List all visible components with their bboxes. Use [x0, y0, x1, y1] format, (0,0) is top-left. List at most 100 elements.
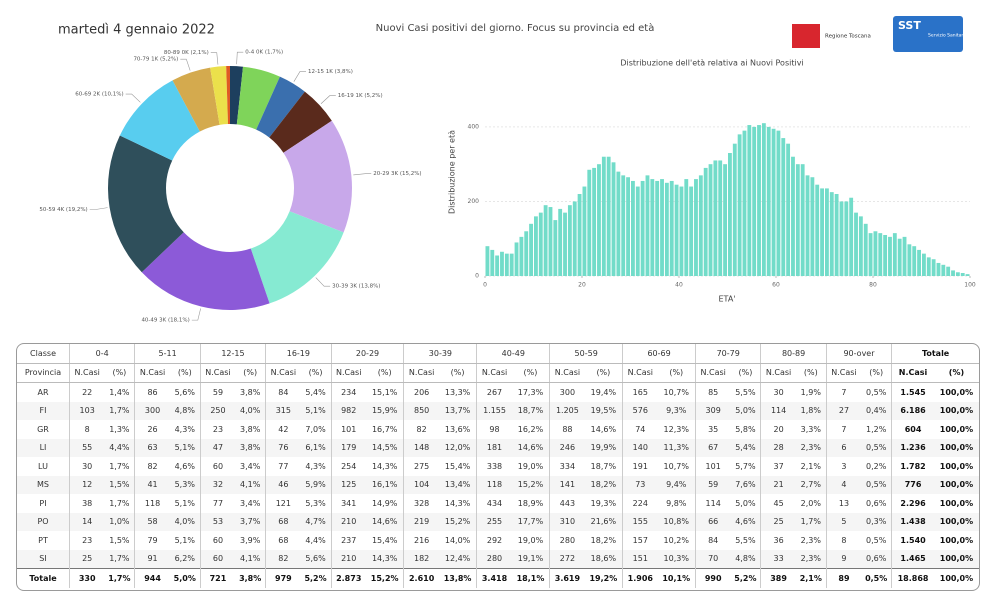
- table-cell: N.Casi: [760, 363, 796, 383]
- table-cell: 246: [549, 438, 585, 457]
- bar: [757, 125, 761, 276]
- table-cell: 59: [695, 475, 731, 494]
- table-cell: 21: [760, 475, 796, 494]
- table-cell: 100,0%: [933, 568, 979, 588]
- table-cell: 1,7%: [104, 568, 135, 588]
- table-row: Classe 0-4 5-11 12-15 16-19 20-29 30-39 40-49 50…: [17, 344, 979, 364]
- bar: [771, 128, 776, 276]
- bar: [650, 179, 655, 276]
- table-cell: 3,4%: [239, 461, 261, 471]
- table-cell: 4,6%: [730, 512, 761, 531]
- table-cell: 15,2%: [511, 475, 550, 494]
- table-cell: N.Casi: [69, 363, 105, 383]
- table-cell: 12-15: [199, 344, 266, 364]
- table-cell: 14,6%: [365, 512, 404, 531]
- table-cell: 309: [695, 401, 731, 420]
- table-cell: 25: [69, 549, 105, 569]
- table-cell: 5,3%: [169, 475, 201, 494]
- table-cell: N.Casi: [825, 363, 862, 383]
- leader-line: [236, 51, 244, 65]
- donut-slice: [119, 80, 200, 161]
- table-cell: N.Casi: [622, 363, 658, 383]
- table-cell: 4,4%: [305, 535, 326, 545]
- bar: [553, 220, 558, 276]
- table-cell: 3.418: [476, 568, 512, 588]
- table-cell: 14,0%: [444, 535, 471, 545]
- y-axis-label: Distribuzione per età: [448, 130, 457, 214]
- bar: [694, 179, 698, 276]
- table-cell: 1.782: [891, 457, 934, 476]
- bar: [892, 233, 897, 276]
- table-cell: 101: [330, 420, 366, 439]
- table-cell: 86: [134, 382, 170, 402]
- x-tick-label: 80: [869, 282, 877, 289]
- bar: [587, 169, 592, 276]
- table-cell: 14,3%: [444, 498, 471, 508]
- leader-line: [293, 71, 307, 82]
- table-cell: 7,0%: [305, 424, 326, 434]
- leader-line: [125, 93, 141, 103]
- donut-slice: [236, 66, 280, 130]
- table-cell: 30-39: [403, 344, 477, 364]
- table-cell: 100,0%: [939, 424, 974, 434]
- table-cell: 80-89: [760, 344, 827, 364]
- bar: [941, 264, 946, 276]
- bar: [621, 175, 626, 276]
- bar: [514, 242, 519, 276]
- table-cell: 53: [199, 512, 236, 531]
- bar: [810, 177, 815, 276]
- table-cell: 219: [403, 512, 439, 531]
- table-cell: N.Casi: [891, 363, 934, 383]
- table-cell: (%): [438, 363, 477, 383]
- donut-slice: [172, 67, 220, 132]
- table-cell: 1,4%: [109, 387, 130, 397]
- table-cell: 5,1%: [174, 498, 195, 508]
- bar: [858, 216, 863, 276]
- table-cell: 13,7%: [438, 401, 477, 420]
- table-cell: 250: [199, 401, 236, 420]
- table-cell: 5,7%: [735, 461, 756, 471]
- table-cell: 9,4%: [657, 475, 696, 494]
- table-cell: 338: [476, 457, 512, 476]
- table-cell: 35: [695, 420, 731, 439]
- table-cell: 5,0%: [730, 401, 761, 420]
- table-cell: PO: [17, 512, 70, 531]
- table-cell: 12,3%: [663, 424, 689, 434]
- table-cell: 1,7%: [104, 401, 135, 420]
- slice-label: 70-79 1K (5,2%): [133, 57, 178, 63]
- bar: [897, 238, 902, 276]
- table-cell: 38: [69, 494, 105, 513]
- table-cell: 443: [549, 494, 585, 513]
- table-cell: 4,6%: [174, 461, 195, 471]
- table-cell: 315: [265, 401, 301, 420]
- table-cell: 4,1%: [235, 475, 266, 494]
- bar: [781, 138, 786, 276]
- table-cell: 90-over: [825, 344, 892, 364]
- table-cell: 4,3%: [174, 424, 195, 434]
- x-tick-label: 20: [578, 282, 586, 289]
- bar: [728, 153, 732, 276]
- table-cell: 12,4%: [438, 549, 477, 569]
- page-title: Nuovi Casi positivi del giorno. Focus su…: [376, 22, 655, 34]
- table-cell: AR: [37, 387, 49, 397]
- table-cell: 1,7%: [109, 461, 130, 471]
- bar: [815, 184, 820, 276]
- table-cell: 100,0%: [933, 475, 979, 494]
- table-cell: 3,3%: [800, 424, 821, 434]
- table-cell: 1.906: [622, 568, 658, 588]
- bar: [805, 175, 810, 276]
- table-cell: N.Casi: [265, 363, 301, 383]
- table: Classe 0-4 5-11 12-15 16-19 20-29 30-39 40-49 50…: [17, 344, 979, 588]
- bar: [776, 130, 781, 276]
- table-cell: 1.438: [891, 512, 934, 531]
- table-cell: 944: [134, 568, 170, 588]
- table-cell: 2.296: [891, 494, 934, 513]
- slice-label: 30-39 3K (13,8%): [332, 284, 380, 290]
- table-cell: 77: [199, 494, 236, 513]
- table-cell: 85: [695, 382, 731, 402]
- bar: [664, 182, 669, 276]
- x-tick-label: 100: [964, 282, 976, 289]
- table-row: LU 30 1,7% 82 4,6% 60 3,4% 77 4,3% 254 14,3% 275 15,…: [17, 457, 979, 476]
- table-cell: 30: [760, 382, 796, 402]
- bar: [951, 270, 955, 276]
